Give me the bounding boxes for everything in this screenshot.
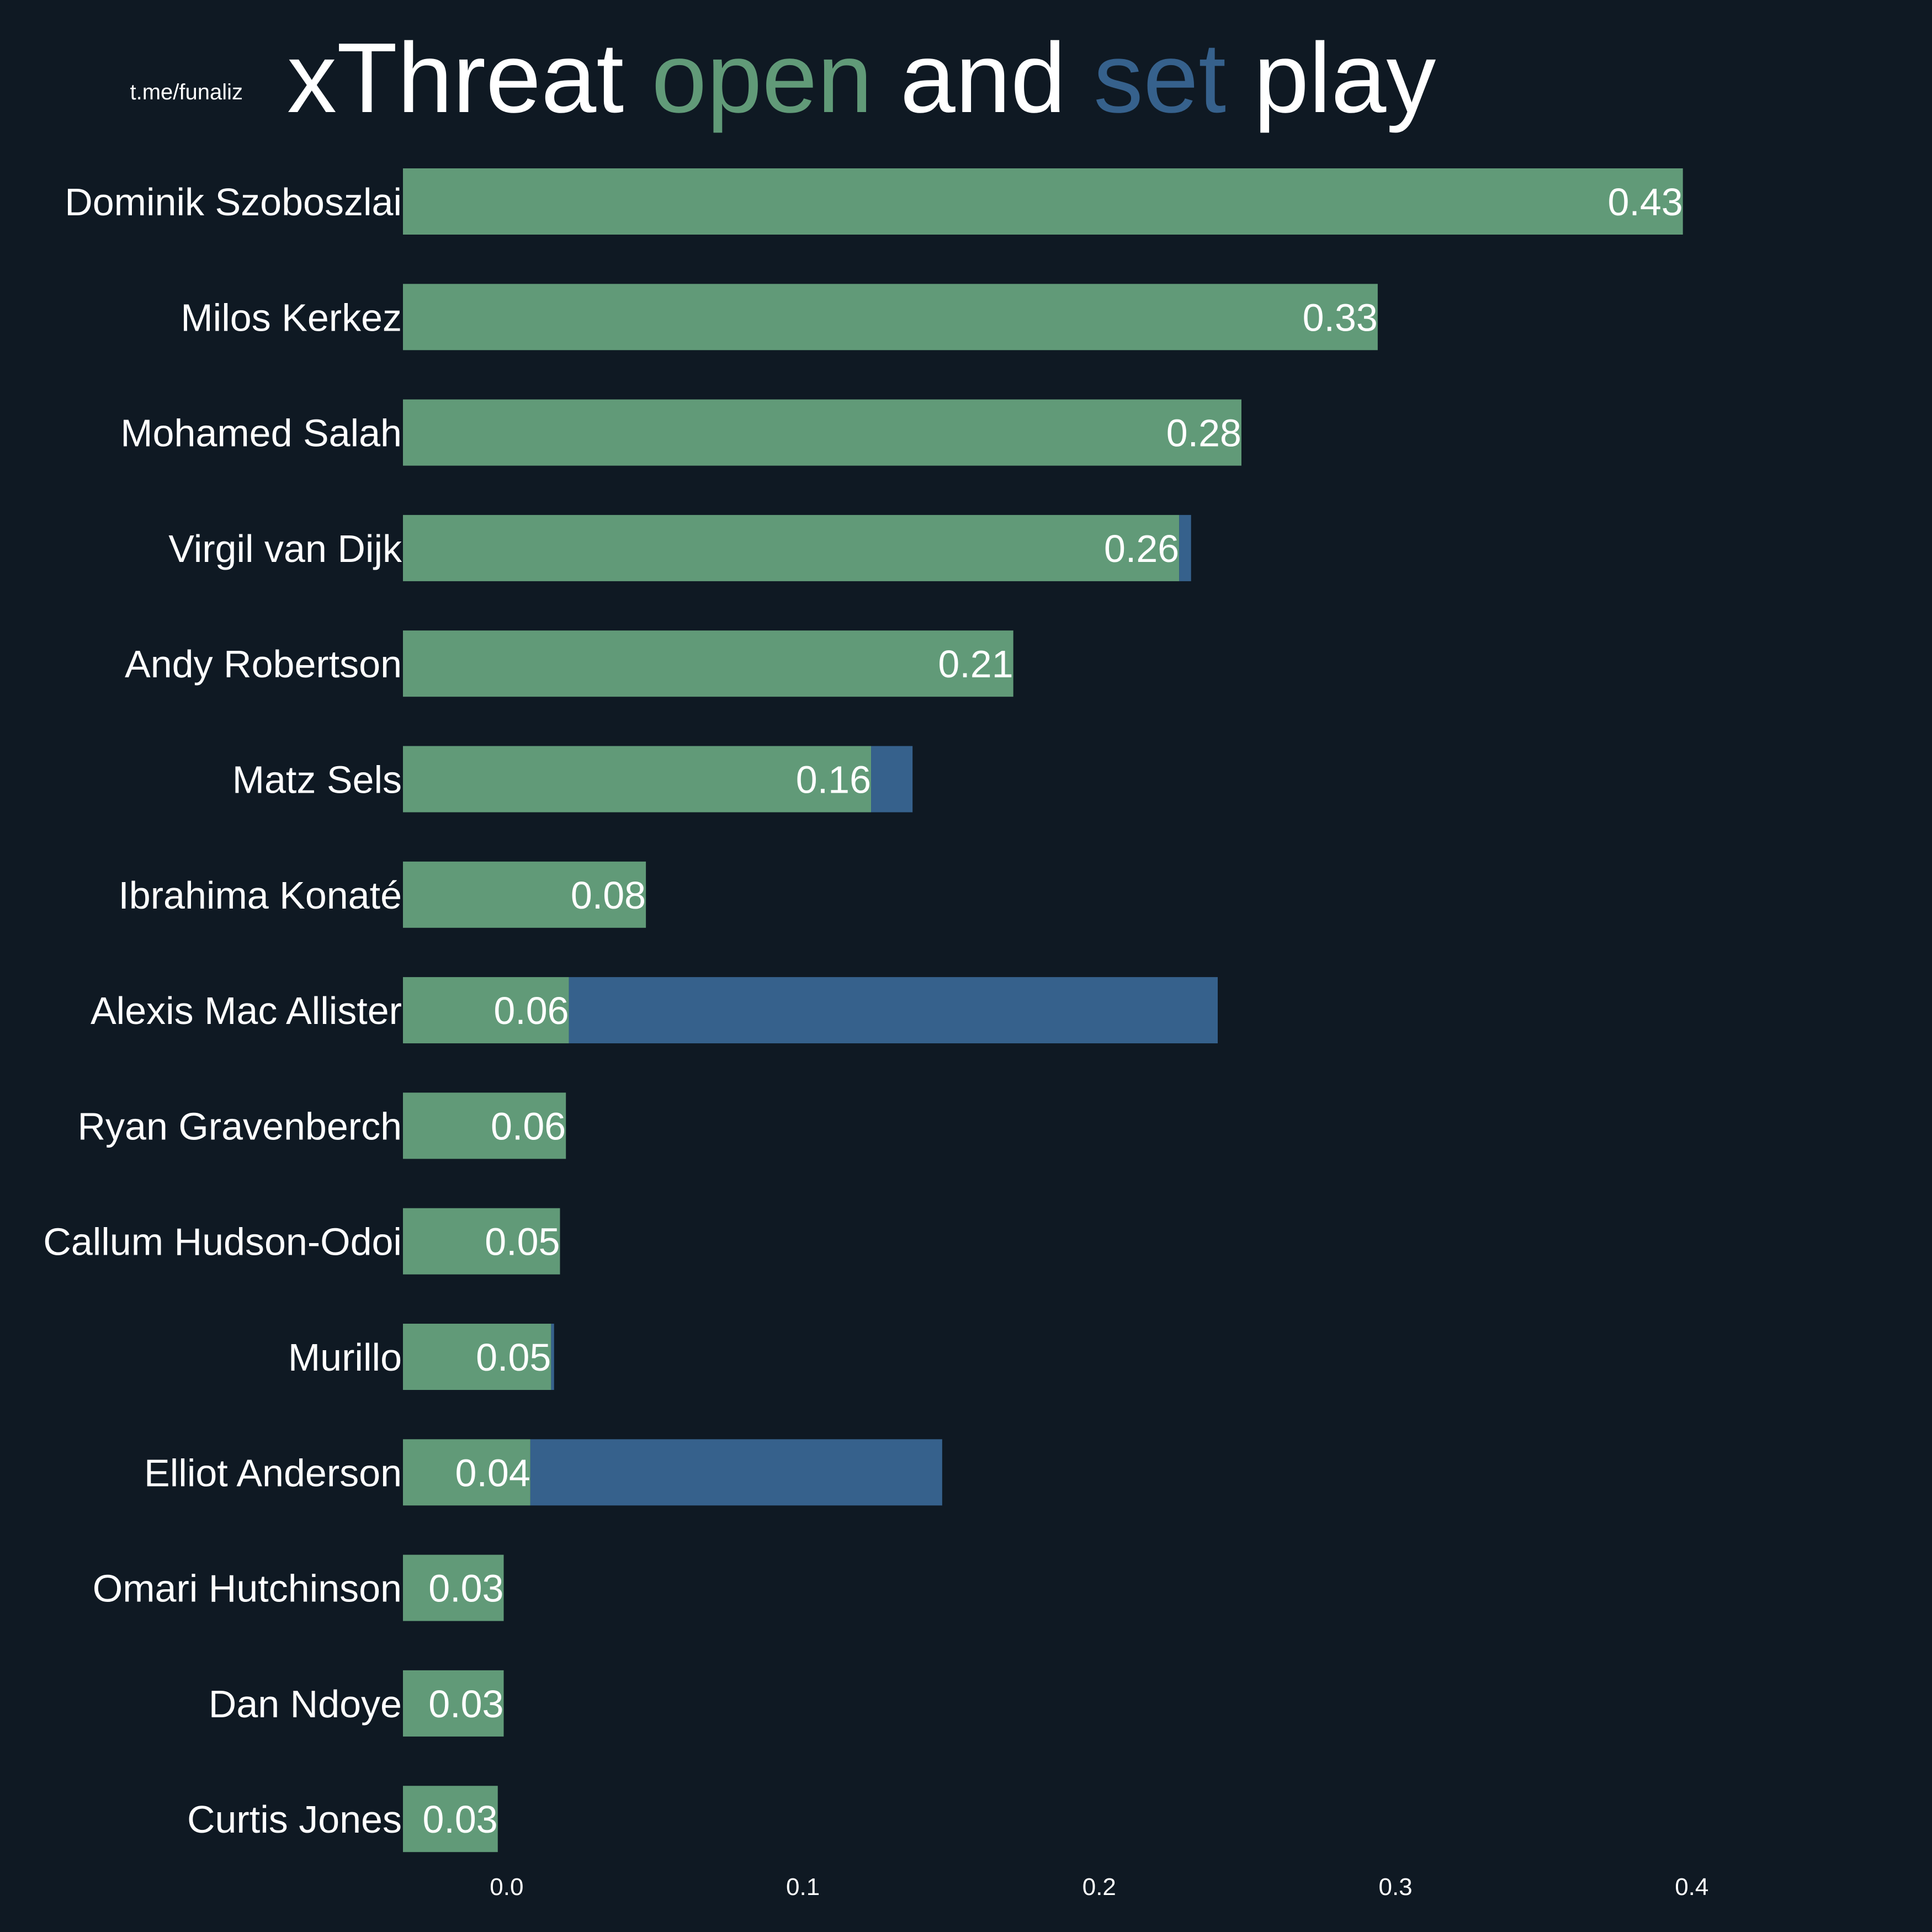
chart-title: xThreat open and set play [287, 23, 1436, 134]
bar-open [403, 284, 1378, 351]
x-tick-label: 0.1 [786, 1873, 820, 1901]
bars-layer [403, 168, 1683, 1853]
bar-open [403, 399, 1241, 466]
bar-open [403, 1439, 530, 1506]
x-tick-label: 0.2 [1082, 1873, 1116, 1901]
value-label: 0.05 [485, 1220, 560, 1264]
bar-open [403, 1670, 504, 1737]
bar-open [403, 514, 1180, 581]
bar-set [871, 746, 913, 813]
value-label: 0.05 [476, 1336, 551, 1379]
x-axis-ticks: 0.0 0.1 0.2 0.3 0.4 [490, 1873, 1708, 1901]
bar-open [403, 861, 646, 928]
value-label: 0.04 [455, 1451, 530, 1494]
bar-open [403, 168, 1683, 235]
bar-set [569, 977, 1218, 1044]
bar-open [403, 1786, 498, 1853]
category-label: Matz Sels [232, 758, 402, 802]
bar-open [403, 1092, 566, 1159]
value-labels-layer: 0.43 0.33 0.28 0.26 0.21 0.16 0.08 0.06 0.06 0.05… [423, 181, 1683, 1841]
value-label: 0.06 [493, 989, 569, 1032]
category-label: Virgil van Dijk [168, 527, 402, 570]
category-labels-layer: Dominik Szoboszlai Milos Kerkez Mohamed Sa… [43, 181, 402, 1841]
value-label: 0.03 [428, 1682, 503, 1726]
x-tick-label: 0.0 [490, 1873, 523, 1901]
value-label: 0.26 [1104, 527, 1179, 570]
category-label: Elliot Anderson [144, 1451, 402, 1494]
title-part-0: xThreat [287, 23, 651, 134]
category-label: Curtis Jones [187, 1798, 402, 1841]
bar-set [551, 1324, 554, 1390]
value-label: 0.21 [938, 643, 1013, 686]
bar-set [530, 1439, 942, 1506]
bar-open [403, 630, 1013, 697]
category-label: Murillo [288, 1336, 402, 1379]
value-label: 0.03 [428, 1567, 503, 1610]
category-label: Alexis Mac Allister [91, 989, 402, 1032]
value-label: 0.33 [1303, 296, 1378, 339]
category-label: Callum Hudson-Odoi [43, 1220, 402, 1264]
value-label: 0.06 [491, 1105, 566, 1148]
title-part-3: set [1094, 23, 1226, 134]
category-label: Ryan Gravenberch [77, 1105, 402, 1148]
category-label: Ibrahima Konaté [118, 874, 402, 917]
value-label: 0.43 [1607, 181, 1682, 224]
value-label: 0.08 [571, 874, 646, 917]
title-part-2: and [873, 23, 1094, 134]
bar-open [403, 1554, 504, 1621]
bar-open [403, 1324, 551, 1390]
category-label: Andy Robertson [125, 643, 402, 686]
x-tick-label: 0.4 [1675, 1873, 1708, 1901]
watermark: t.me/funaliz [130, 80, 243, 104]
category-label: Milos Kerkez [181, 296, 402, 339]
value-label: 0.03 [423, 1798, 498, 1841]
title-part-1: open [651, 23, 872, 134]
category-label: Dominik Szoboszlai [65, 181, 402, 224]
category-label: Dan Ndoye [209, 1682, 402, 1726]
bar-open [403, 977, 569, 1044]
bar-open [403, 746, 872, 813]
bar-open [403, 1208, 560, 1275]
bar-set [1179, 514, 1191, 581]
category-label: Mohamed Salah [120, 412, 402, 455]
title-part-4: play [1226, 23, 1436, 134]
category-label: Omari Hutchinson [93, 1567, 402, 1610]
value-label: 0.16 [796, 758, 871, 802]
value-label: 0.28 [1166, 412, 1241, 455]
x-tick-label: 0.3 [1378, 1873, 1412, 1901]
